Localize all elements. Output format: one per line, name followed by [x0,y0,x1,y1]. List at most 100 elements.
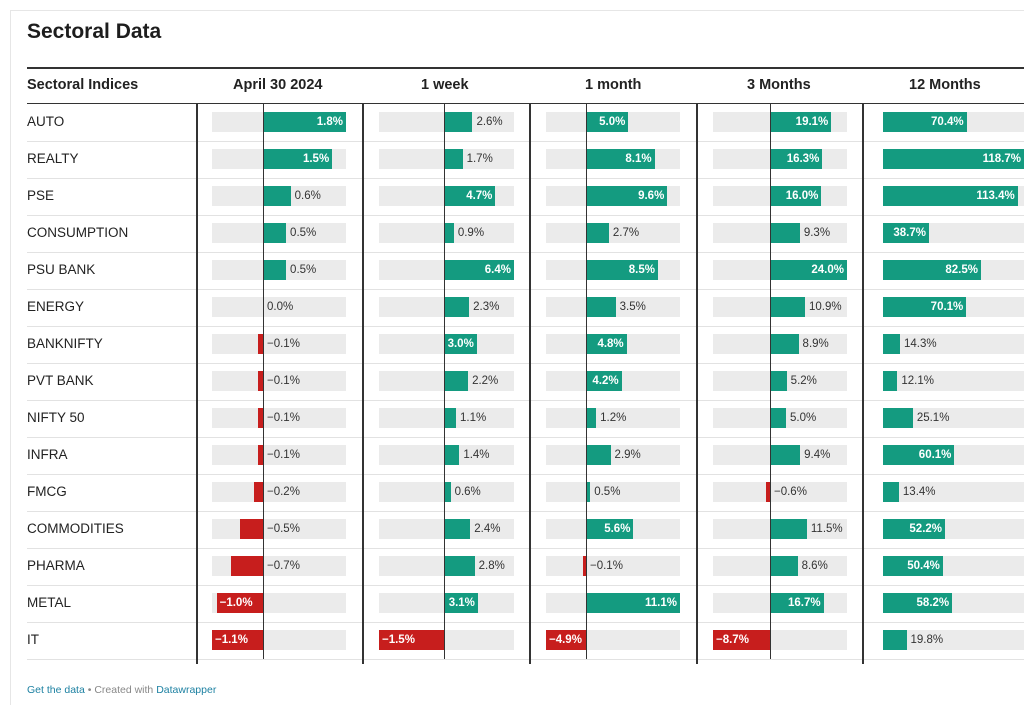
bar-cell: 0.9% [379,215,514,252]
bar-track [546,482,680,502]
bar-cell: 118.7% [883,141,1024,178]
table-row: FMCG −0.2% 0.6% 0.5% −0.6% 13.4% [27,474,1024,512]
table-row: CONSUMPTION 0.5% 0.9% 2.7% 9.3% 38.7% [27,215,1024,253]
row-label: PSU BANK [27,262,96,277]
bar-cell: −0.1% [546,548,680,585]
data-bar [230,556,263,576]
bar-cell: 1.1% [379,400,514,437]
data-label: 1.8% [316,116,343,128]
data-label: 2.8% [478,560,505,572]
bar-cell: 1.2% [546,400,680,437]
bar-cell: −0.2% [212,474,346,511]
data-bar [444,482,451,502]
bar-cell: 0.5% [212,252,346,289]
zero-line [444,178,445,215]
zero-line [263,252,264,289]
bar-cell: −1.0% [212,585,346,622]
data-label: 38.7% [893,227,926,239]
data-bar [444,260,514,280]
data-label: −0.6% [774,486,807,498]
data-label: 3.0% [447,338,474,350]
bar-cell: 5.0% [546,104,680,141]
zero-line [586,178,587,215]
zero-line [263,104,264,141]
data-label: 1.5% [302,153,330,165]
bar-cell: 14.3% [883,326,1024,363]
data-bar [586,371,622,391]
data-bar [883,593,953,613]
data-bar [379,630,444,650]
data-label: 6.4% [484,264,511,276]
zero-line [586,474,587,511]
data-label: 113.4% [976,190,1015,202]
bar-cell: 6.4% [379,252,514,289]
data-bar [586,223,609,243]
data-bar [263,186,291,206]
zero-line [444,326,445,363]
data-bar [770,371,787,391]
zero-line [444,548,445,585]
data-bar [444,519,471,539]
zero-line [263,215,264,252]
data-label: 5.2% [790,375,817,387]
row-label: INFRA [27,447,68,462]
row-label: PSE [27,188,55,203]
bar-cell: 0.5% [546,474,680,511]
bar-cell: 25.1% [883,400,1024,437]
data-bar [258,334,263,354]
data-bar [586,445,611,465]
bar-cell: 52.2% [883,511,1024,548]
data-label: 60.1% [918,449,952,461]
bar-cell: 1.8% [212,104,346,141]
bar-cell: 11.1% [546,585,680,622]
table-row: INFRA −0.1% 1.4% 2.9% 9.4% 60.1% [27,437,1024,475]
data-bar [883,223,929,243]
data-bar [444,112,473,132]
zero-line [263,511,264,548]
data-bar [770,445,801,465]
bar-cell: 50.4% [883,548,1024,585]
bar-cell: −0.6% [713,474,847,511]
zero-line [586,400,587,437]
chart-footer: Get the data • Created with Datawrapper [27,684,216,696]
zero-line [263,474,264,511]
zero-line [770,326,771,363]
zero-line [586,252,587,289]
data-label: 14.3% [903,338,937,350]
zero-line [586,104,587,141]
data-label: 2.2% [472,375,499,387]
bar-cell: 8.9% [713,326,847,363]
data-bar [770,186,822,206]
data-bar [263,223,287,243]
data-label: 16.3% [786,153,820,165]
bar-cell: 2.4% [379,511,514,548]
zero-line [444,622,445,659]
data-label: 13.4% [902,486,936,498]
data-bar [263,260,287,280]
bar-cell: −0.1% [212,326,346,363]
zero-line [586,437,587,474]
data-label: −4.9% [549,634,582,646]
data-label: 58.2% [916,597,950,609]
data-label: 1.4% [463,449,490,461]
data-label: 1.1% [460,412,487,424]
data-label: −1.1% [215,634,248,646]
data-bar [586,593,680,613]
data-label: 4.7% [466,190,493,202]
datawrapper-link[interactable]: Datawrapper [156,684,217,696]
bar-track [546,223,680,243]
data-bar [770,260,847,280]
data-label: 4.8% [597,338,624,350]
data-label: 2.7% [612,227,640,239]
row-label: FMCG [27,484,67,499]
bar-cell: 82.5% [883,252,1024,289]
bar-cell: 5.2% [713,363,847,400]
get-the-data-link[interactable]: Get the data [27,684,85,696]
bar-cell: 70.4% [883,104,1024,141]
bar-cell: −0.1% [212,400,346,437]
data-bar [883,482,899,502]
row-label: PVT BANK [27,373,94,388]
column-separator [862,104,864,664]
data-bar [586,334,627,354]
zero-line [586,215,587,252]
